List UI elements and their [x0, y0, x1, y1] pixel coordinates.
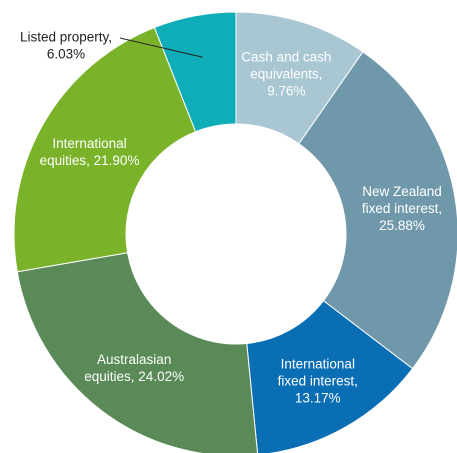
leader-line — [119, 37, 203, 58]
label-line: New Zealand — [362, 184, 442, 199]
donut-slice — [153, 11, 237, 133]
label-line: 13.17% — [295, 391, 341, 406]
label-line: equities, 21.90% — [40, 153, 140, 168]
label-line: fixed interest, — [278, 374, 358, 389]
donut-slice — [16, 252, 259, 453]
donut-slice — [298, 51, 457, 370]
donut-slice — [246, 300, 414, 453]
label-line: 25.88% — [379, 218, 425, 233]
label-line: Cash and cash — [241, 50, 331, 65]
label-line: fixed interest, — [362, 201, 442, 216]
donut-slice — [13, 26, 197, 273]
label-line: Australasian — [97, 352, 171, 367]
data-label: New Zealand fixed interest, 25.88% — [362, 184, 442, 233]
label-line: equities, 24.02% — [84, 369, 184, 384]
data-label: Listed property, 6.03% — [20, 30, 112, 62]
data-label: Cash and cash equivalents, 9.76% — [241, 50, 331, 99]
label-line: 6.03% — [47, 47, 85, 62]
label-line: 9.76% — [267, 84, 305, 99]
label-line: equivalents, — [250, 67, 322, 82]
label-line: Listed property, — [20, 30, 112, 45]
data-label: Australasian equities, 24.02% — [84, 352, 184, 384]
label-line: International — [281, 357, 355, 372]
data-label: International fixed interest, 13.17% — [278, 357, 358, 406]
label-line: International — [52, 136, 126, 151]
data-label: International equities, 21.90% — [40, 136, 140, 168]
